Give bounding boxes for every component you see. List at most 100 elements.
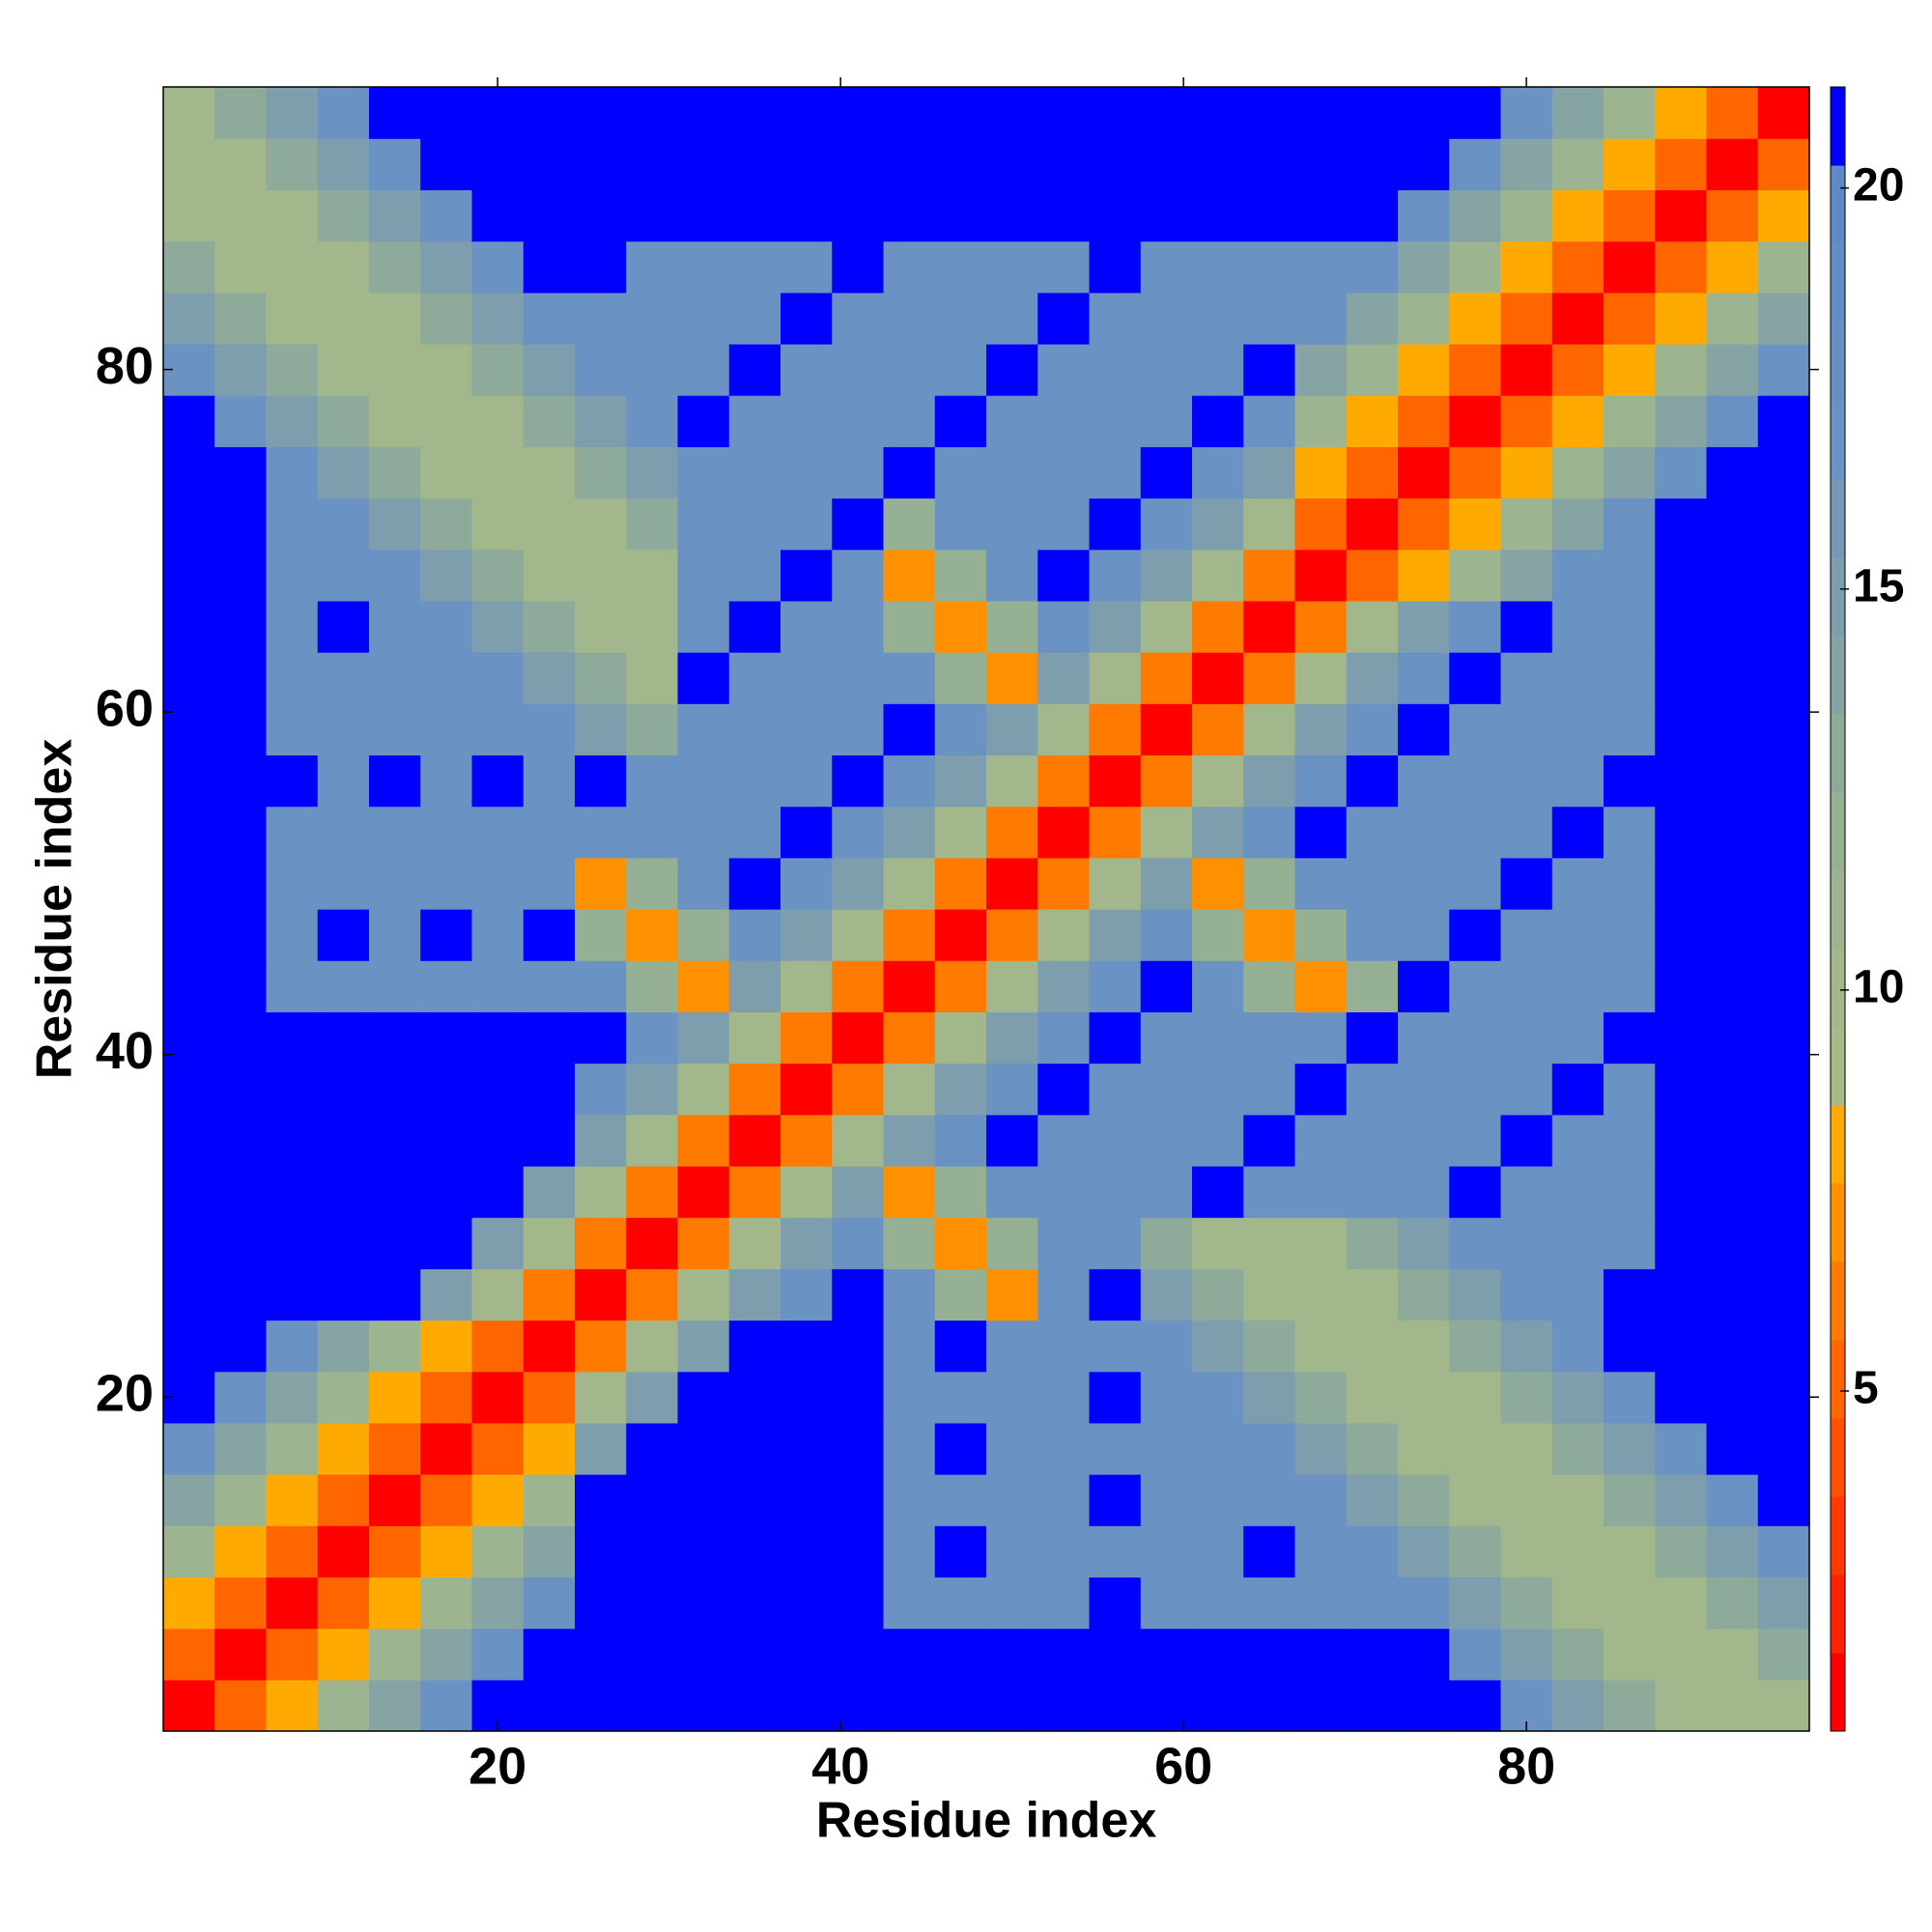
- heatmap-cell: [883, 857, 936, 910]
- heatmap-cell: [1757, 241, 1810, 294]
- heatmap-cell: [1243, 600, 1296, 653]
- heatmap-cell: [523, 1422, 576, 1475]
- heatmap-cell: [1037, 857, 1091, 910]
- heatmap-cell: [1398, 1628, 1450, 1681]
- heatmap-cell: [1140, 857, 1193, 910]
- heatmap-cell: [1243, 241, 1296, 294]
- heatmap-cell: [1706, 343, 1759, 396]
- heatmap-cell: [1346, 703, 1399, 756]
- heatmap-cell: [1706, 1320, 1759, 1373]
- heatmap-cell: [677, 1114, 730, 1167]
- heatmap-cell: [1551, 549, 1605, 602]
- heatmap-cell: [1140, 1577, 1193, 1630]
- heatmap-cell: [1037, 1165, 1091, 1218]
- heatmap-cell: [1604, 292, 1656, 345]
- heatmap-cell: [986, 1474, 1038, 1526]
- heatmap-cell: [214, 549, 268, 602]
- heatmap-cell: [575, 1165, 627, 1218]
- heatmap-cell: [1243, 1320, 1296, 1373]
- heatmap-cell: [781, 1217, 833, 1269]
- heatmap-cell: [1757, 1474, 1810, 1526]
- heatmap-cell: [677, 497, 730, 551]
- heatmap-cell: [1346, 1011, 1399, 1065]
- heatmap-cell: [1294, 1628, 1348, 1681]
- heatmap-cell: [832, 1268, 885, 1321]
- heatmap-cell: [781, 446, 833, 499]
- heatmap-cell: [1243, 960, 1296, 1012]
- x-tick-label: 40: [811, 1737, 869, 1795]
- heatmap-cell: [523, 600, 576, 653]
- heatmap-cell: [1140, 1268, 1193, 1321]
- heatmap-cell: [934, 138, 987, 190]
- heatmap-cell: [1449, 1474, 1502, 1526]
- heatmap-cell: [832, 189, 885, 242]
- heatmap-cell: [626, 857, 679, 910]
- heatmap-cell: [471, 1320, 525, 1373]
- heatmap-cell: [1140, 652, 1193, 704]
- heatmap-cell: [728, 1371, 781, 1424]
- heatmap-cell: [369, 1371, 421, 1424]
- heatmap-cell: [1089, 87, 1142, 139]
- heatmap-cell: [523, 909, 576, 961]
- heatmap-cell: [1346, 1474, 1399, 1526]
- heatmap-cell: [626, 1371, 679, 1424]
- heatmap-cell: [1604, 446, 1656, 499]
- heatmap-cell: [1551, 1063, 1605, 1116]
- heatmap-cell: [934, 1577, 987, 1630]
- heatmap-cell: [1140, 1371, 1193, 1424]
- heatmap-cell: [728, 1577, 781, 1630]
- heatmap-cell: [1757, 1011, 1810, 1065]
- heatmap-cell: [1706, 1628, 1759, 1681]
- heatmap-cell: [317, 1063, 370, 1116]
- heatmap-cell: [1655, 1422, 1708, 1475]
- heatmap-cell: [1346, 652, 1399, 704]
- heatmap-cell: [214, 1525, 268, 1578]
- heatmap-cell: [986, 446, 1038, 499]
- heatmap-cell: [1500, 1474, 1553, 1526]
- heatmap-cell: [1346, 189, 1399, 242]
- heatmap-cell: [1655, 1679, 1708, 1732]
- heatmap-cell: [883, 600, 936, 653]
- y-tick-label: 20: [96, 1365, 154, 1423]
- heatmap-cell: [1449, 1217, 1502, 1269]
- heatmap-cell: [1706, 241, 1759, 294]
- heatmap-cell: [1346, 1063, 1399, 1116]
- heatmap-cell: [986, 1320, 1038, 1373]
- heatmap-cell: [1655, 960, 1708, 1012]
- heatmap-cell: [471, 754, 525, 808]
- heatmap-cell: [317, 1011, 370, 1065]
- heatmap-cell: [677, 1320, 730, 1373]
- heatmap-cell: [832, 343, 885, 396]
- heatmap-cell: [420, 1320, 473, 1373]
- heatmap-cell: [1089, 343, 1142, 396]
- colorbar-segment: [1831, 1417, 1845, 1497]
- heatmap-cell: [883, 1063, 936, 1116]
- heatmap-cell: [369, 600, 421, 653]
- heatmap-cell: [1706, 960, 1759, 1012]
- heatmap-cell: [1757, 343, 1810, 396]
- heatmap-cell: [1449, 497, 1502, 551]
- heatmap-cell: [1243, 806, 1296, 859]
- heatmap-cell: [1140, 1114, 1193, 1167]
- heatmap-cell: [369, 754, 421, 808]
- heatmap-cell: [1551, 1628, 1605, 1681]
- heatmap-cell: [832, 87, 885, 139]
- heatmap-cell: [1294, 1063, 1348, 1116]
- heatmap-cell: [832, 497, 885, 551]
- heatmap-cell: [1192, 1217, 1244, 1269]
- heatmap-cell: [883, 652, 936, 704]
- heatmap-cell: [523, 652, 576, 704]
- heatmap-cell: [369, 1679, 421, 1732]
- heatmap-cell: [1706, 138, 1759, 190]
- heatmap-cell: [1449, 703, 1502, 756]
- heatmap-cell: [832, 241, 885, 294]
- heatmap-cell: [626, 497, 679, 551]
- heatmap-cell: [1192, 806, 1244, 859]
- heatmap-cell: [575, 446, 627, 499]
- heatmap-cell: [1089, 497, 1142, 551]
- heatmap-cell: [728, 292, 781, 345]
- heatmap-cell: [1346, 909, 1399, 961]
- heatmap-cell: [1500, 138, 1553, 190]
- heatmap-cell: [1449, 600, 1502, 653]
